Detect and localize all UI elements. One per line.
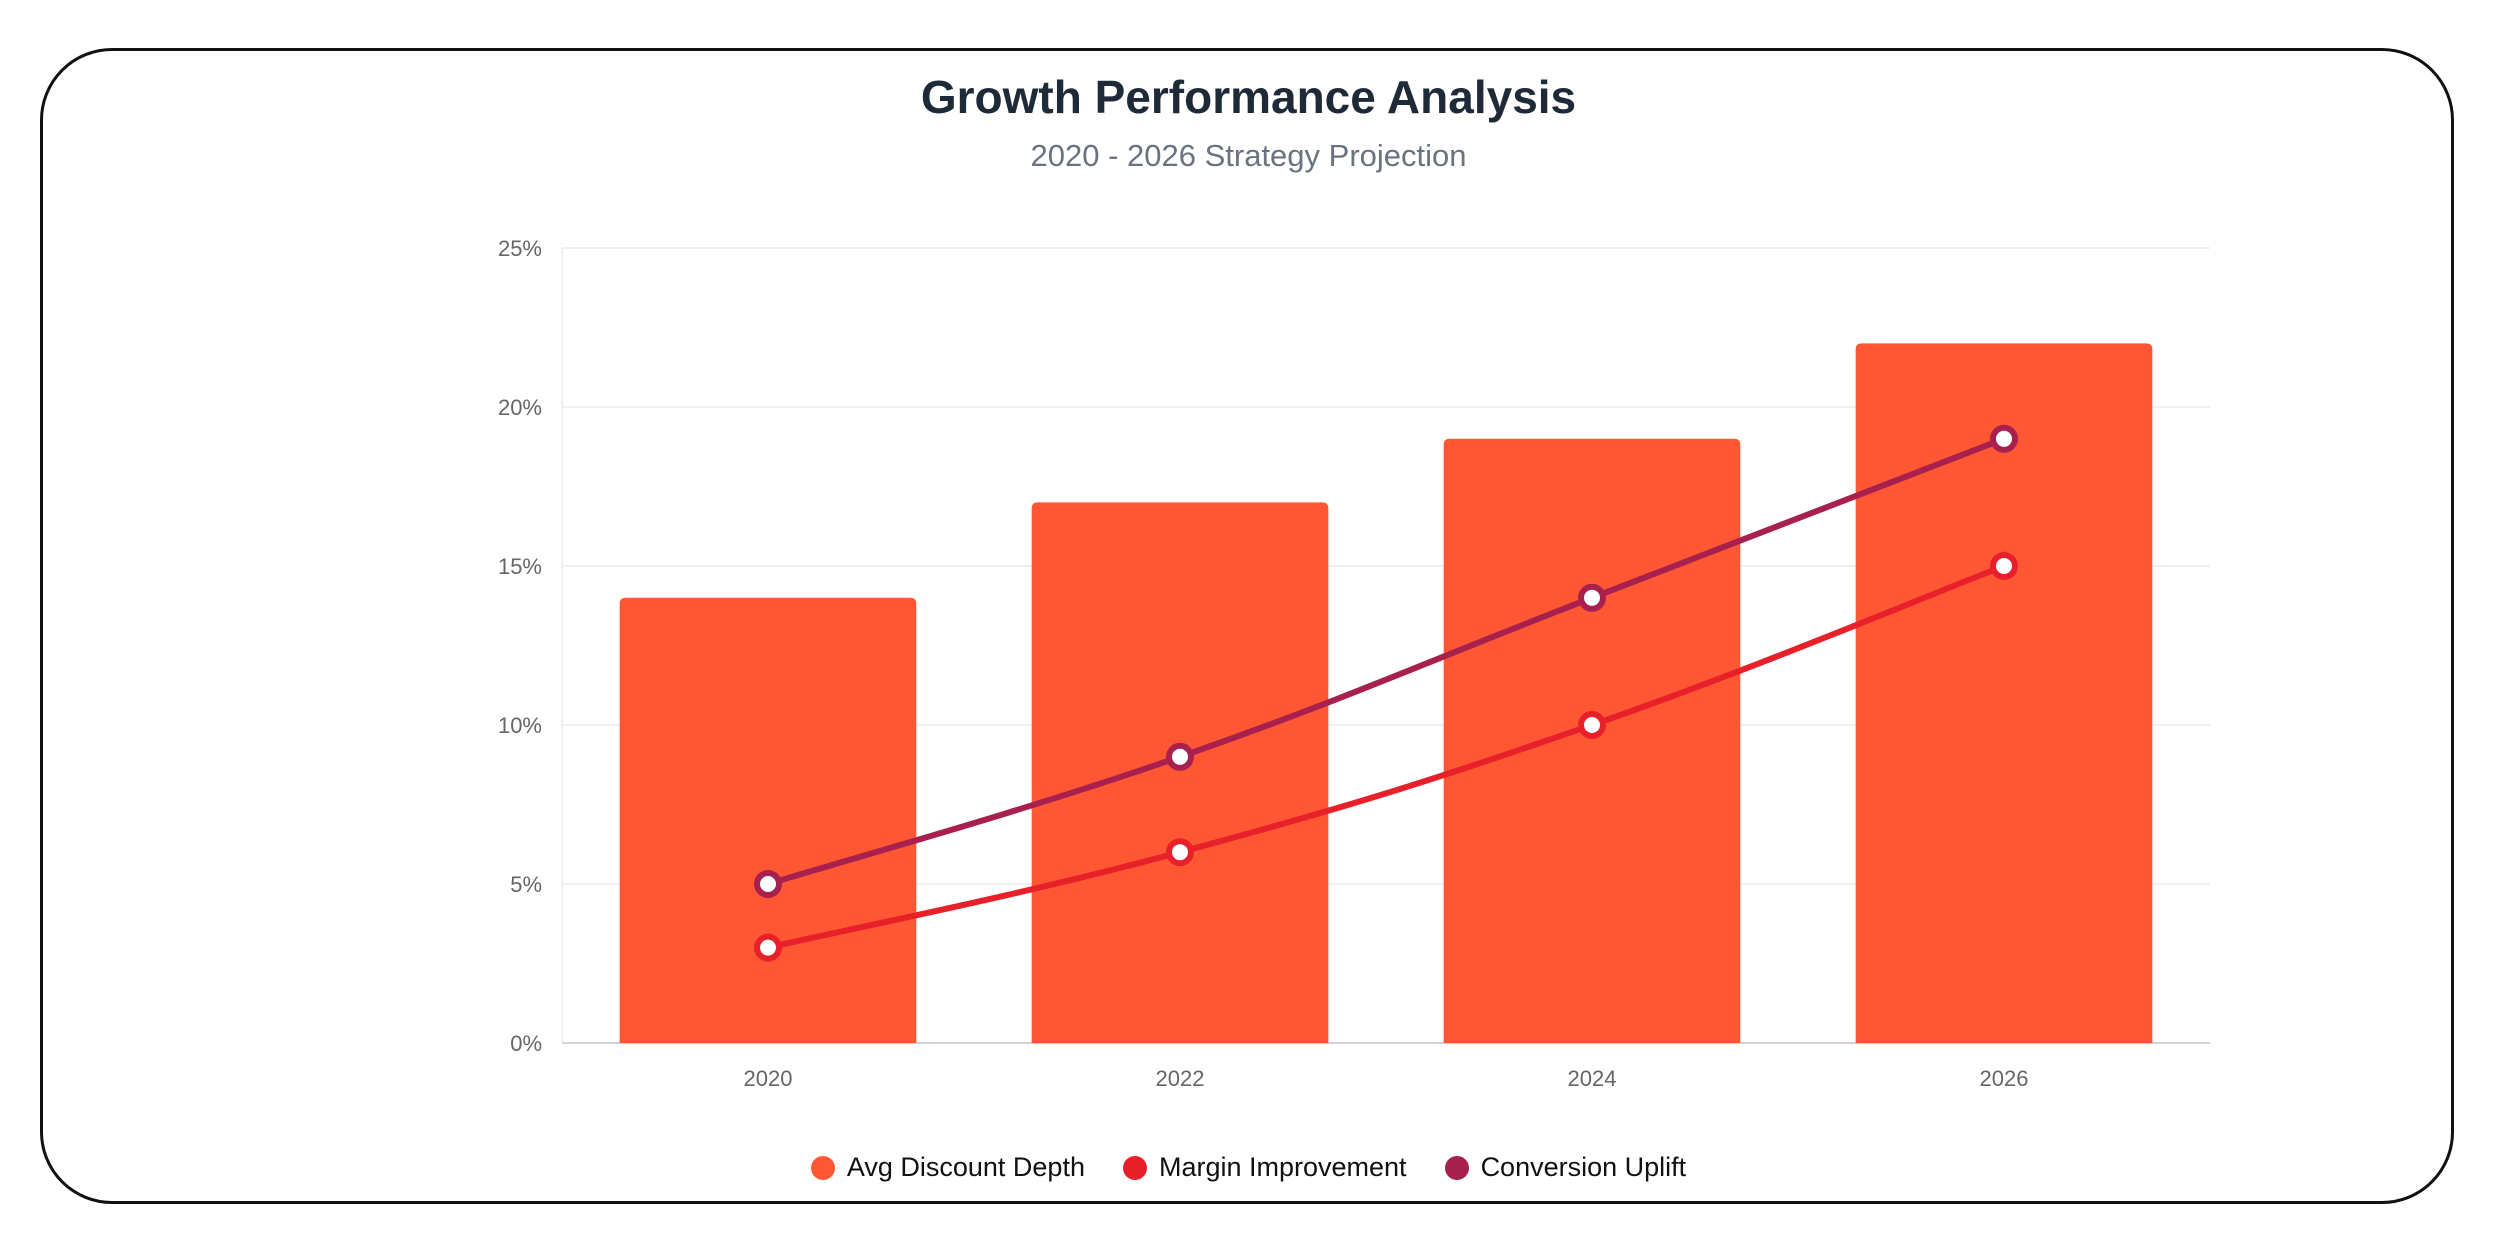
- data-point: [754, 933, 782, 962]
- line-series: [767, 563, 2006, 951]
- legend-label: Avg Discount Depth: [846, 1152, 1085, 1182]
- legend-item-conversion-uplift[interactable]: Conversion Uplift: [1444, 1152, 1687, 1183]
- legend: Avg Discount Depth Margin Improvement Co…: [0, 1152, 2497, 1183]
- bar: [1443, 438, 1741, 1043]
- y-tick-label: 10%: [498, 713, 542, 738]
- legend-item-margin-improvement[interactable]: Margin Improvement: [1122, 1152, 1407, 1183]
- y-tick-label: 5%: [510, 872, 542, 897]
- line-series: [767, 436, 2006, 887]
- data-point: [754, 870, 782, 898]
- data-point: [1990, 424, 2018, 453]
- x-tick-label: 2024: [1568, 1066, 1617, 1091]
- chart-title: Growth Performance Analysis: [920, 71, 1577, 123]
- legend-item-avg-discount-depth[interactable]: Avg Discount Depth: [810, 1152, 1085, 1183]
- y-tick-label: 25%: [498, 236, 542, 261]
- data-point: [1990, 552, 2018, 580]
- data-point: [1166, 838, 1194, 867]
- chart-card: [40, 48, 2454, 1204]
- legend-swatch: [810, 1155, 835, 1180]
- legend-label: Margin Improvement: [1158, 1152, 1407, 1182]
- legend-swatch: [1122, 1155, 1147, 1180]
- chart-subtitle: 2020 - 2026 Strategy Projection: [1030, 138, 1467, 173]
- y-tick-label: 15%: [498, 554, 542, 579]
- bar: [619, 597, 917, 1043]
- bar: [1031, 502, 1329, 1043]
- legend-label: Conversion Uplift: [1480, 1152, 1687, 1182]
- x-tick-label: 2026: [1980, 1066, 2029, 1091]
- y-tick-label: 20%: [498, 395, 542, 420]
- data-point: [1578, 583, 1606, 612]
- data-point: [1166, 742, 1194, 771]
- bar: [1855, 343, 2153, 1043]
- x-tick-label: 2020: [744, 1066, 793, 1091]
- y-tick-label: 0%: [510, 1031, 542, 1056]
- x-tick-label: 2022: [1156, 1066, 1205, 1091]
- data-point: [1578, 711, 1606, 739]
- legend-swatch: [1444, 1155, 1469, 1180]
